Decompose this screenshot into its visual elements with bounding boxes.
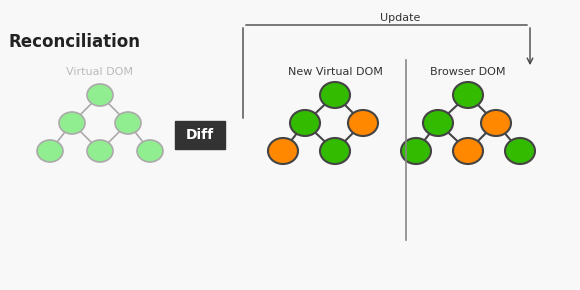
- Ellipse shape: [268, 138, 298, 164]
- Ellipse shape: [453, 82, 483, 108]
- Ellipse shape: [320, 82, 350, 108]
- Ellipse shape: [348, 110, 378, 136]
- Ellipse shape: [137, 140, 163, 162]
- Text: Browser DOM: Browser DOM: [430, 67, 506, 77]
- Ellipse shape: [290, 110, 320, 136]
- Text: Diff: Diff: [186, 128, 214, 142]
- Ellipse shape: [87, 140, 113, 162]
- Ellipse shape: [115, 112, 141, 134]
- Ellipse shape: [37, 140, 63, 162]
- Ellipse shape: [320, 138, 350, 164]
- Text: New Virtual DOM: New Virtual DOM: [288, 67, 382, 77]
- Text: Virtual DOM: Virtual DOM: [67, 67, 133, 77]
- Ellipse shape: [87, 84, 113, 106]
- Ellipse shape: [505, 138, 535, 164]
- Text: Update: Update: [380, 13, 420, 23]
- FancyBboxPatch shape: [175, 121, 225, 149]
- Ellipse shape: [401, 138, 431, 164]
- Ellipse shape: [453, 138, 483, 164]
- Ellipse shape: [423, 110, 453, 136]
- Text: Reconciliation: Reconciliation: [9, 33, 141, 51]
- Ellipse shape: [59, 112, 85, 134]
- Ellipse shape: [481, 110, 511, 136]
